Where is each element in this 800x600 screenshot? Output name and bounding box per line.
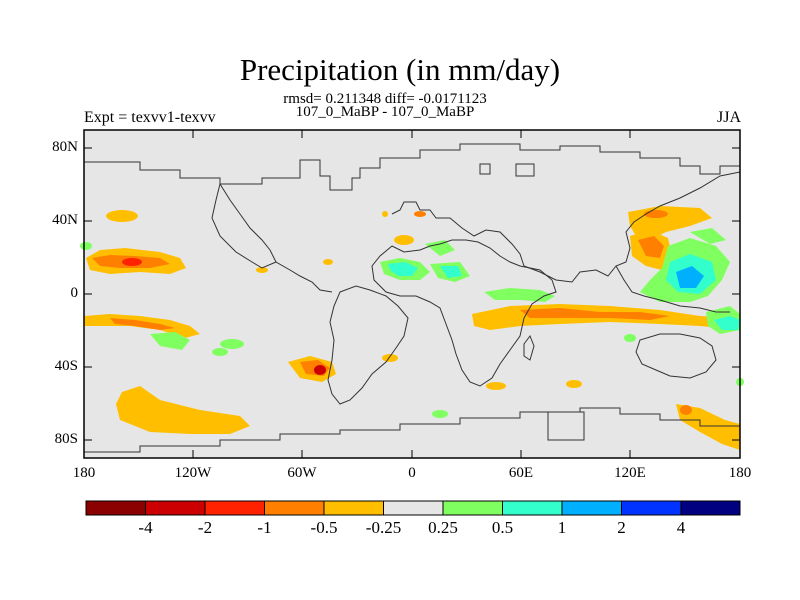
coastline-north bbox=[84, 143, 740, 191]
colorbar-label: 4 bbox=[676, 518, 686, 537]
colorbar-label: 0.5 bbox=[491, 518, 514, 537]
anomaly-region bbox=[80, 242, 92, 250]
anomaly-region bbox=[440, 266, 462, 278]
colorbar-box bbox=[85, 500, 146, 516]
coastline-asia bbox=[523, 171, 741, 283]
colorbar-label: -1 bbox=[257, 518, 272, 537]
lat-label: 40S bbox=[54, 358, 78, 374]
lon-label: 60W bbox=[287, 465, 317, 481]
anomaly-region bbox=[690, 228, 726, 244]
coastline-australia bbox=[635, 333, 717, 379]
anomaly-region bbox=[212, 348, 228, 356]
experiment-label: Expt = texvv1-texvv bbox=[84, 109, 216, 126]
anomaly-region bbox=[116, 386, 250, 434]
island-outline bbox=[515, 163, 535, 177]
anomaly-region bbox=[150, 332, 190, 350]
anomaly-region bbox=[432, 410, 448, 418]
colorbar-label: -4 bbox=[138, 518, 153, 537]
anomaly-region bbox=[414, 211, 426, 217]
map-title: Precipitation (in mm/day) bbox=[239, 52, 561, 87]
anomaly-region bbox=[484, 288, 555, 302]
anomaly-region bbox=[106, 210, 138, 222]
anomaly-region bbox=[680, 405, 692, 415]
colorbar-box bbox=[204, 500, 265, 516]
colorbar bbox=[85, 500, 741, 516]
colorbar-label: -0.5 bbox=[310, 518, 338, 537]
lat-label: 0 bbox=[70, 285, 79, 301]
colorbar-label: -2 bbox=[197, 518, 213, 537]
anomaly-region bbox=[122, 258, 142, 266]
lon-label: 60E bbox=[508, 465, 534, 481]
colorbar-box bbox=[680, 500, 741, 516]
lon-label: 180 bbox=[728, 465, 752, 481]
colorbar-box bbox=[264, 500, 325, 516]
map-subtitle: rmsd= 0.211348 diff= -0.0171123 107_0_Ma… bbox=[0, 91, 770, 120]
anomaly-region bbox=[323, 259, 333, 265]
colorbar-label: -0.25 bbox=[365, 518, 402, 537]
precip-anomaly-fields bbox=[80, 206, 744, 450]
colorbar-box bbox=[383, 500, 444, 516]
stats-line: rmsd= 0.211348 diff= -0.0171123 bbox=[283, 91, 487, 107]
anomaly-region bbox=[624, 334, 636, 342]
lat-label: 80N bbox=[52, 139, 78, 155]
colorbar-label: 2 bbox=[617, 518, 626, 537]
anomaly-region bbox=[644, 210, 668, 218]
coastline-madagascar bbox=[523, 334, 535, 361]
map-background bbox=[84, 130, 740, 458]
anomaly-region bbox=[382, 354, 398, 362]
anomaly-region bbox=[425, 240, 455, 256]
colorbar-box bbox=[502, 500, 563, 516]
anomaly-region bbox=[394, 235, 414, 245]
anomaly-region bbox=[486, 382, 506, 390]
anomaly-region bbox=[388, 262, 418, 276]
coastline-africa bbox=[371, 239, 557, 387]
colorbar-label: 1 bbox=[557, 518, 567, 537]
coastline-southeast-asia bbox=[615, 265, 730, 313]
lon-ticks bbox=[83, 130, 741, 458]
anomaly-region bbox=[220, 339, 244, 349]
colorbar-box bbox=[145, 500, 206, 516]
anomaly-region bbox=[314, 365, 326, 375]
anomaly-region bbox=[382, 211, 388, 217]
lon-label: 120W bbox=[174, 465, 212, 481]
island-outline bbox=[479, 163, 491, 175]
anomaly-region bbox=[714, 316, 740, 330]
anomaly-region bbox=[566, 380, 582, 388]
coastlines bbox=[84, 143, 741, 453]
lat-ticks bbox=[84, 147, 740, 441]
experiment-ids-line: 107_0_MaBP - 107_0_MaBP bbox=[295, 104, 475, 120]
lon-label: 120E bbox=[614, 465, 646, 481]
season-label: JJA bbox=[717, 109, 742, 126]
coastline-europe bbox=[391, 201, 525, 267]
lat-label: 80S bbox=[54, 431, 78, 447]
colorbar-label: 0.25 bbox=[428, 518, 458, 537]
anomaly-region bbox=[676, 404, 740, 450]
anomaly-region bbox=[546, 309, 566, 315]
anomaly-region bbox=[110, 318, 175, 330]
lon-label: 0 bbox=[408, 465, 416, 481]
colorbar-box bbox=[323, 500, 384, 516]
island-outline bbox=[547, 411, 585, 441]
coastline-south-america bbox=[327, 285, 409, 405]
lat-label: 40N bbox=[52, 212, 78, 228]
anomaly-region bbox=[676, 266, 704, 288]
coastline-antarctica bbox=[84, 407, 740, 453]
coastline-north-america-west bbox=[211, 183, 277, 269]
coastline-north-america-east bbox=[219, 183, 333, 293]
colorbar-box bbox=[561, 500, 622, 516]
anomaly-region bbox=[638, 236, 664, 258]
colorbar-box bbox=[442, 500, 503, 516]
lon-label: 180 bbox=[72, 465, 96, 481]
colorbar-box bbox=[621, 500, 682, 516]
anomaly-region bbox=[256, 267, 268, 273]
